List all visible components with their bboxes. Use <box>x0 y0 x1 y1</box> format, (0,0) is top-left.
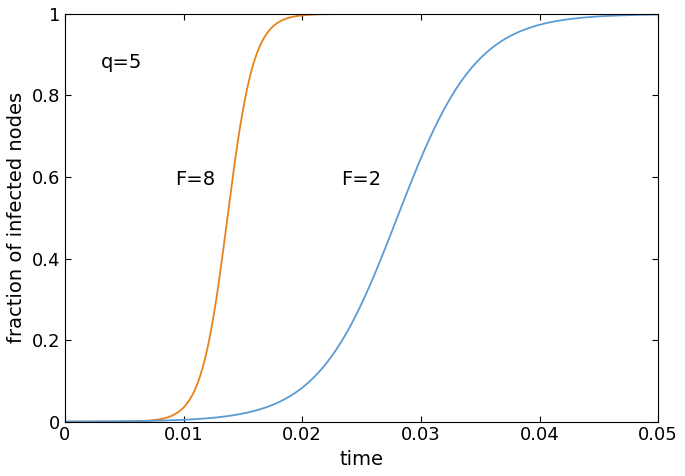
X-axis label: time: time <box>340 450 384 469</box>
Text: F=2: F=2 <box>341 169 382 188</box>
Text: F=8: F=8 <box>175 169 216 188</box>
Y-axis label: fraction of infected nodes: fraction of infected nodes <box>7 92 26 343</box>
Text: q=5: q=5 <box>101 53 142 72</box>
